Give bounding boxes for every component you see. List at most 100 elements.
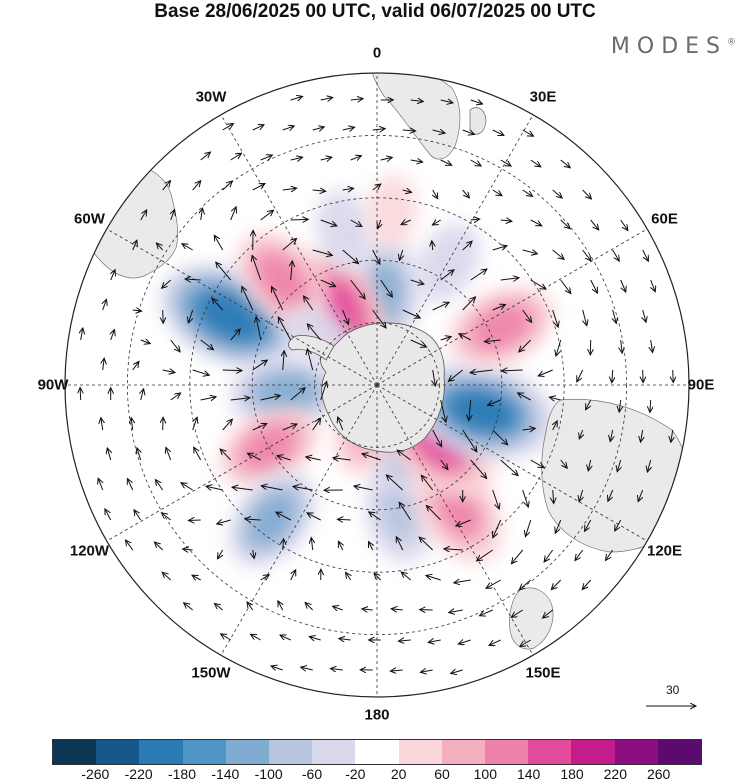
wind-vector bbox=[192, 369, 210, 375]
latitude-circle bbox=[126, 134, 628, 636]
wind-vector bbox=[462, 297, 476, 311]
wind-vector bbox=[261, 486, 283, 491]
wind-vector bbox=[342, 249, 359, 264]
colorbar-tick-label: -260 bbox=[81, 766, 110, 782]
wind-vector bbox=[560, 159, 571, 168]
wind-vector bbox=[610, 429, 613, 442]
wind-vector bbox=[530, 279, 546, 289]
meridian-line bbox=[376, 228, 648, 386]
meridian-line bbox=[376, 114, 534, 386]
wind-vector bbox=[333, 458, 351, 460]
wind-vector bbox=[320, 279, 336, 287]
anomaly-center bbox=[315, 189, 373, 271]
new-zealand bbox=[509, 587, 554, 650]
colorbar-swatch bbox=[312, 740, 356, 764]
wind-vector bbox=[200, 339, 214, 350]
wind-vector bbox=[248, 453, 261, 461]
wind-vector bbox=[511, 609, 523, 617]
colorbar-tick-label: -100 bbox=[254, 766, 283, 782]
wind-vector bbox=[280, 635, 291, 641]
wind-vector bbox=[440, 159, 452, 165]
wind-vector bbox=[522, 489, 529, 507]
wind-vector bbox=[192, 181, 201, 191]
wind-vector bbox=[339, 639, 351, 641]
wind-vector bbox=[111, 270, 115, 281]
wind-vector bbox=[380, 157, 393, 160]
wind-vector bbox=[458, 640, 471, 644]
wind-vector bbox=[651, 279, 656, 292]
wind-vector bbox=[552, 249, 564, 259]
wind-vector bbox=[553, 489, 554, 504]
wind-vector bbox=[369, 512, 381, 521]
brand-logo: MODES® bbox=[611, 34, 736, 59]
wind-vector bbox=[271, 666, 283, 670]
anomaly-center bbox=[228, 471, 316, 568]
wind-vector bbox=[111, 330, 115, 341]
wind-vector bbox=[582, 189, 592, 199]
wind-vector bbox=[222, 419, 233, 431]
wind-vector bbox=[354, 486, 373, 491]
wind-vector bbox=[312, 418, 321, 431]
wind-vector bbox=[362, 609, 373, 610]
wind-vector bbox=[500, 159, 511, 166]
wind-vector bbox=[621, 339, 623, 353]
wind-vector bbox=[588, 459, 591, 471]
wind-vector bbox=[397, 450, 411, 461]
wind-vector bbox=[277, 456, 291, 461]
wind-vector bbox=[291, 261, 293, 281]
anomaly-center bbox=[235, 231, 329, 329]
wind-vector bbox=[470, 159, 481, 166]
wind-vector bbox=[260, 210, 274, 221]
colorbar-tick-label: -20 bbox=[345, 766, 366, 782]
wind-vector bbox=[544, 549, 554, 562]
longitude-label: 30E bbox=[529, 88, 557, 106]
wind-vector bbox=[451, 670, 463, 674]
wind-vector bbox=[374, 573, 382, 581]
wind-vector bbox=[242, 286, 254, 311]
wind-vector bbox=[278, 317, 292, 341]
colorbar-swatch bbox=[528, 740, 572, 764]
wind-vector bbox=[260, 575, 270, 580]
colorbar-swatch bbox=[355, 740, 399, 764]
colorbar-tick-label: 260 bbox=[646, 766, 671, 782]
wind-vector bbox=[161, 513, 172, 521]
wind-vector bbox=[140, 210, 147, 221]
colorbar-tick-label: -60 bbox=[301, 766, 323, 782]
wind-vector bbox=[647, 459, 650, 472]
wind-vector bbox=[522, 189, 533, 196]
wind-vector bbox=[338, 541, 342, 551]
brand-name: MODES bbox=[610, 34, 727, 59]
wind-vector bbox=[560, 279, 571, 294]
wind-vector bbox=[582, 579, 592, 590]
wind-vector bbox=[312, 249, 333, 255]
wind-vector bbox=[154, 542, 164, 551]
wind-vector bbox=[222, 370, 242, 371]
wind-vector bbox=[171, 210, 175, 221]
wind-vector bbox=[449, 610, 463, 613]
wind-vector bbox=[551, 579, 562, 590]
wind-vector bbox=[549, 397, 561, 400]
wind-vector bbox=[162, 279, 172, 288]
wind-vector bbox=[673, 369, 674, 383]
wind-vector bbox=[492, 489, 500, 509]
wind-vector bbox=[272, 287, 284, 311]
wind-vector bbox=[378, 219, 381, 229]
longitude-label: 120E bbox=[646, 542, 683, 560]
wind-vector bbox=[462, 189, 470, 198]
wind-vector bbox=[421, 475, 434, 491]
wind-vector bbox=[320, 219, 337, 226]
wind-vector bbox=[346, 572, 351, 581]
wind-vector bbox=[642, 249, 649, 261]
colorbar-tick-label: -140 bbox=[211, 766, 240, 782]
wind-vector bbox=[398, 640, 411, 641]
wind-vector bbox=[579, 429, 582, 439]
wind-vector bbox=[518, 393, 531, 401]
wind-vector bbox=[276, 512, 291, 521]
wind-vector bbox=[511, 549, 524, 564]
meridian-line bbox=[376, 384, 534, 656]
wind-vector bbox=[253, 549, 255, 559]
longitude-label: 180 bbox=[364, 706, 390, 724]
wind-vector bbox=[215, 603, 224, 611]
wind-vector bbox=[560, 459, 568, 468]
wind-vector bbox=[309, 637, 321, 640]
